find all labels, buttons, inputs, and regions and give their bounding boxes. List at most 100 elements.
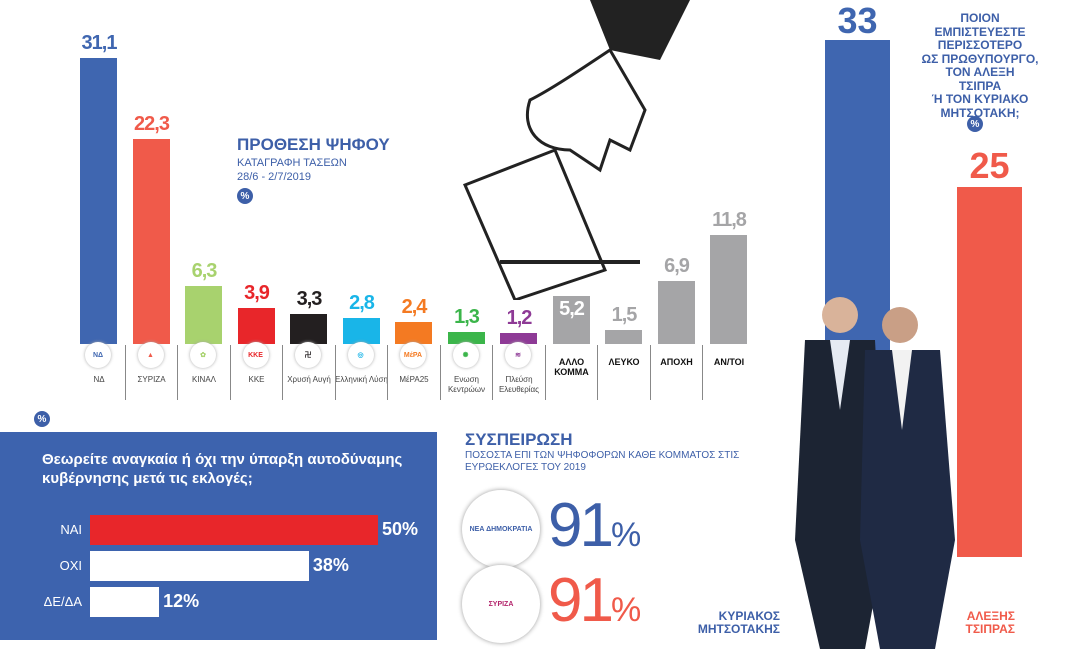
category-label: ΚΚΕ	[248, 375, 265, 384]
data-label: 31,1	[81, 31, 118, 54]
data-label: 11,8	[712, 209, 747, 232]
chart-subtitle: ΚΑΤΑΓΡΑΦΗ ΤΑΣΕΩΝ	[237, 157, 347, 169]
vote-intention-header: ΠΡΟΘΕΣΗ ΨΗΦΟΥ ΚΑΤΑΓΡΑΦΗ ΤΑΣΕΩΝ 28/6 - 2/…	[237, 135, 390, 204]
value-text: 91	[548, 491, 614, 560]
separator	[492, 345, 493, 400]
question-line: ΕΜΠΙΣΤΕΥΕΣΤΕ	[934, 24, 1026, 39]
question-line: ΜΗΤΣΟΤΑΚΗ;	[940, 105, 1020, 120]
separator	[229, 345, 231, 400]
bar-10	[605, 330, 642, 344]
majority-government-panel: Θεωρείτε αναγκαία ή όχι την ύπαρξη αυτοδ…	[0, 432, 437, 640]
cohesion-section: ΣΥΣΠΕΙΡΩΣΗ ΠΟΣΟΣΤΑ ΕΠΙ ΤΩΝ ΨΗΦΟΦΟΡΩΝ ΚΑΘ…	[465, 430, 755, 474]
cohesion-title: ΣΥΣΠΕΙΡΩΣΗ	[465, 430, 573, 449]
cohesion-subtitle: ΠΟΣΟΣΤΑ ΕΠΙ ΤΩΝ ΨΗΦΟΦΟΡΩΝ ΚΑΘΕ ΚΟΜΜΑΤΟΣ …	[465, 450, 740, 473]
answer-bar	[90, 551, 309, 581]
bar-9	[552, 296, 590, 344]
bar-0	[80, 57, 117, 344]
syriza-logo: ΣΥΡΙΖΑ	[462, 565, 540, 643]
cohesion-syriza-value: 91%	[548, 565, 641, 636]
data-label: 1,5	[611, 304, 638, 327]
category-label: ΜέΡΑ25	[399, 375, 429, 384]
data-label: 1,3	[454, 306, 480, 329]
data-label: 3,9	[244, 282, 270, 305]
ballot-hand-illustration	[463, 0, 690, 300]
question-line: ΠΟΙΟΝ	[960, 11, 1000, 25]
data-label: 2,8	[349, 292, 375, 315]
separator	[387, 345, 388, 400]
category-label: Πλεύση Ελευθερίας	[498, 375, 540, 394]
separator	[439, 345, 441, 400]
cohesion-nd-value: 91%	[548, 490, 641, 561]
percent-icon: %	[967, 116, 983, 132]
chart-date: 28/6 - 2/7/2019	[237, 171, 312, 183]
pm-bar-tsipras	[957, 187, 1022, 557]
bar-4	[290, 313, 327, 344]
data-label: 1,2	[506, 306, 533, 329]
percent-sign: %	[610, 516, 641, 554]
label-tsipras: ΑΛΕΞΗΣ ΤΣΙΠΡΑΣ	[965, 609, 1015, 636]
category-label: ΑΛΛΟ ΚΟΜΜΑ	[554, 357, 589, 377]
question-line: ΩΣ ΠΡΩΘΥΠΟΥΡΓΟ,	[921, 51, 1039, 66]
data-label: 5,2	[559, 298, 585, 321]
bar-2	[185, 286, 222, 344]
separator	[282, 345, 283, 400]
data-label: 2,4	[401, 295, 428, 318]
separator	[177, 345, 178, 400]
party-logo: ΚΚΕ	[242, 342, 269, 368]
party-logo: ▲	[137, 342, 164, 368]
label-mitsotakis: ΚΥΡΙΑΚΟΣ ΜΗΤΣΟΤΑΚΗΣ	[697, 609, 780, 636]
category-label: ΝΔ	[93, 375, 105, 384]
value-text: 91	[548, 566, 614, 635]
separator	[124, 345, 126, 400]
politicians-photo	[795, 297, 955, 649]
party-logo: 卍	[295, 342, 321, 368]
question-line: ΤΣΙΠΡΑ	[958, 78, 1002, 93]
bar-5	[342, 318, 380, 344]
party-logo: ◎	[347, 342, 374, 368]
separator	[649, 345, 651, 400]
category-label: Ενωση Κεντρώων	[447, 375, 486, 394]
bar-12	[710, 235, 747, 344]
party-logo: ΝΔ	[85, 342, 111, 368]
nd-logo: ΝΕΑ ΔΗΜΟΚΡΑΤΙΑ	[462, 490, 540, 568]
answer-value: 12%	[163, 591, 200, 611]
separator	[544, 345, 546, 400]
chart-title: ΠΡΟΘΕΣΗ ΨΗΦΟΥ	[237, 135, 390, 154]
answer-label: ΔΕ/ΔΑ	[43, 594, 82, 609]
data-label: 6,3	[191, 260, 218, 283]
separator	[334, 345, 336, 400]
pm-value-tsipras: 25	[969, 145, 1010, 186]
category-label: Χρυσή Αυγή	[287, 375, 331, 384]
category-label: Ελληνική Λύση	[335, 375, 388, 384]
separator	[597, 345, 598, 400]
category-label: ΑΝ/ΤΟΙ	[713, 357, 745, 367]
category-label: ΚΙΝΑΛ	[191, 375, 216, 384]
question-line: ΠΕΡΙΣΣΟΤΕΡΟ	[937, 38, 1023, 52]
percent-icon: %	[237, 188, 253, 204]
question-line: Ή ΤΟΝ ΚΥΡΙΑΚΟ	[931, 92, 1029, 106]
party-logo: ΜέΡΑ	[400, 342, 426, 368]
category-label: ΛΕΥΚΟ	[608, 357, 640, 367]
percent-sign: %	[610, 591, 641, 629]
answer-bar	[90, 515, 378, 545]
question-line: ΤΟΝ ΑΛΕΞΗ	[945, 65, 1015, 79]
answer-value: 50%	[382, 519, 419, 539]
answer-value: 38%	[312, 555, 349, 575]
bar-6	[395, 321, 432, 344]
category-label: ΑΠΟΧΗ	[660, 357, 693, 367]
pm-question: ΠΟΙΟΝ ΕΜΠΙΣΤΕΥΕΣΤΕ ΠΕΡΙΣΣΟΤΕΡΟ ΩΣ ΠΡΩΘΥΠΟΥΡ…	[905, 11, 1055, 120]
answer-label: ΝΑΙ	[60, 522, 82, 537]
data-label: 22,3	[134, 112, 170, 135]
bar-3	[237, 308, 275, 344]
separator	[702, 345, 703, 400]
category-label: ΣΥΡΙΖΑ	[137, 375, 166, 384]
pm-value-mitsotakis: 33	[837, 0, 878, 41]
answer-bar	[90, 587, 160, 617]
data-label: 3,3	[296, 287, 323, 310]
party-logo: ✺	[452, 342, 479, 368]
percent-icon: %	[34, 411, 50, 427]
party-logo: ✿	[190, 342, 216, 368]
bar-1	[132, 138, 170, 344]
bar-7	[447, 332, 485, 344]
bar-8	[500, 332, 537, 344]
